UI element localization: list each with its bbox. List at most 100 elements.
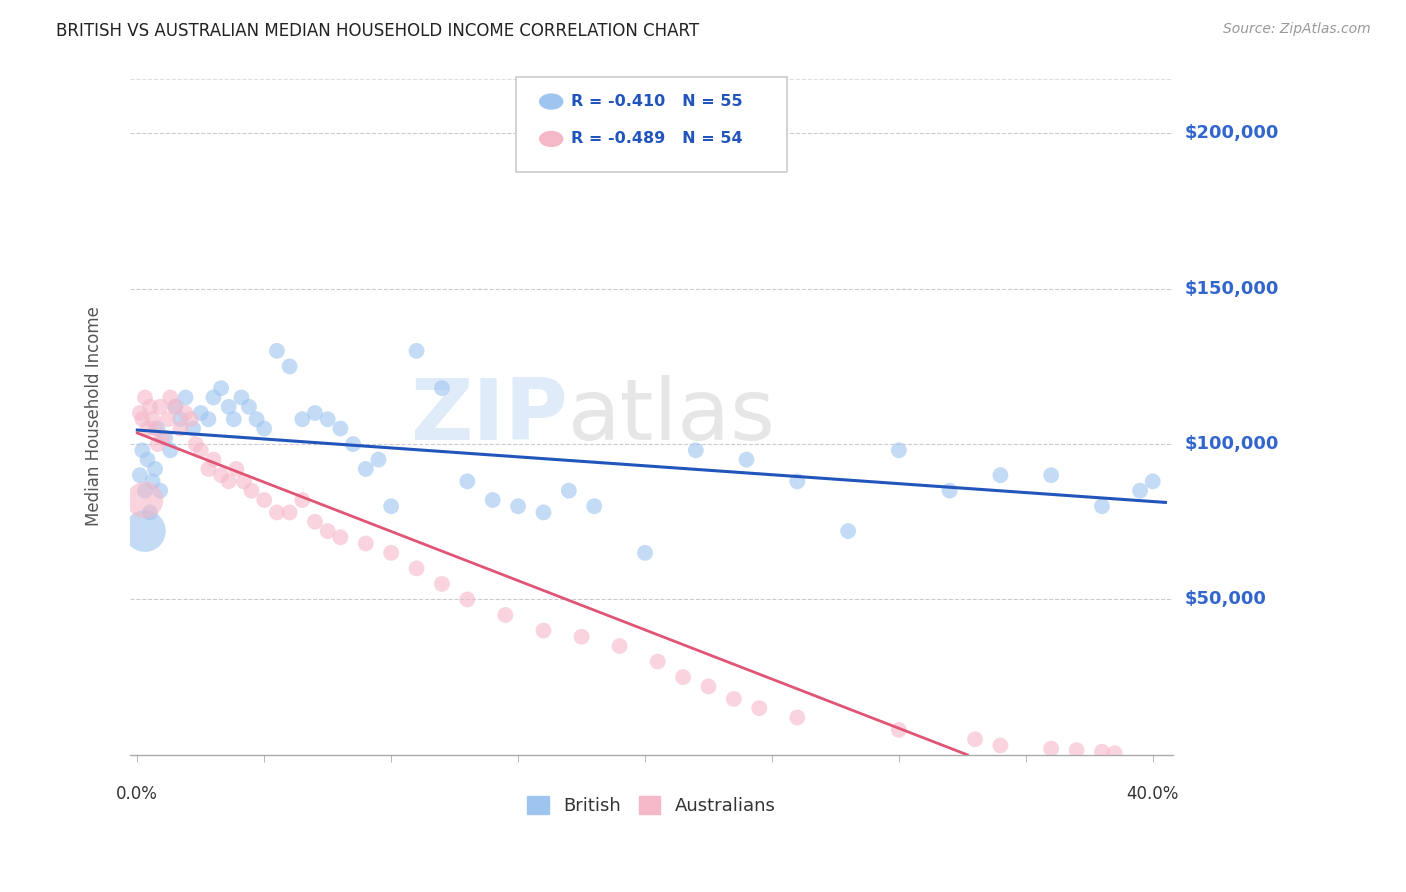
Point — [156, 412, 179, 426]
Text: $150,000: $150,000 — [1184, 280, 1278, 298]
Text: ZIP: ZIP — [411, 375, 568, 458]
Point — [136, 452, 159, 467]
Point — [131, 412, 153, 426]
Point — [329, 530, 352, 544]
Point — [253, 493, 276, 508]
Point — [647, 655, 669, 669]
Point — [316, 412, 339, 426]
Point — [169, 412, 191, 426]
Point — [786, 475, 808, 489]
Text: 40.0%: 40.0% — [1126, 785, 1178, 804]
Point — [304, 406, 326, 420]
Point — [342, 437, 364, 451]
Point — [232, 475, 254, 489]
Point — [136, 421, 159, 435]
Point — [990, 739, 1012, 753]
Point — [238, 400, 260, 414]
Point — [278, 359, 301, 374]
Point — [430, 381, 453, 395]
Point — [218, 475, 240, 489]
Point — [174, 391, 197, 405]
Point — [197, 412, 219, 426]
Point — [128, 406, 150, 420]
Point — [1091, 745, 1114, 759]
Point — [1091, 500, 1114, 514]
Point — [278, 505, 301, 519]
Point — [887, 723, 910, 737]
Point — [202, 391, 225, 405]
Point — [134, 524, 156, 538]
Point — [533, 624, 555, 638]
Point — [291, 493, 314, 508]
Point — [152, 431, 174, 445]
Point — [837, 524, 859, 538]
Point — [128, 468, 150, 483]
Circle shape — [540, 94, 562, 109]
Point — [329, 421, 352, 435]
Point — [184, 437, 207, 451]
Point — [155, 431, 177, 445]
Point — [938, 483, 960, 498]
Point — [1066, 743, 1088, 757]
Point — [149, 400, 172, 414]
Point — [149, 483, 172, 498]
Point — [159, 443, 181, 458]
Point — [169, 421, 191, 435]
Point — [1040, 741, 1063, 756]
Point — [304, 515, 326, 529]
Point — [887, 443, 910, 458]
Point — [139, 505, 162, 519]
Point — [190, 406, 212, 420]
Point — [380, 546, 402, 560]
Point — [202, 452, 225, 467]
Point — [723, 691, 745, 706]
Point — [1142, 475, 1164, 489]
Point — [558, 483, 581, 498]
Point — [634, 546, 657, 560]
Point — [367, 452, 389, 467]
Point — [266, 505, 288, 519]
Point — [143, 462, 166, 476]
Point — [583, 500, 606, 514]
Text: $200,000: $200,000 — [1184, 124, 1278, 143]
Point — [533, 505, 555, 519]
Point — [180, 412, 202, 426]
Point — [354, 462, 377, 476]
Text: $50,000: $50,000 — [1184, 591, 1265, 608]
Point — [165, 400, 187, 414]
Legend: British, Australians: British, Australians — [520, 789, 783, 822]
Point — [165, 400, 187, 414]
Text: BRITISH VS AUSTRALIAN MEDIAN HOUSEHOLD INCOME CORRELATION CHART: BRITISH VS AUSTRALIAN MEDIAN HOUSEHOLD I… — [56, 22, 699, 40]
Point — [1040, 468, 1063, 483]
Point — [240, 483, 263, 498]
Point — [571, 630, 593, 644]
Point — [253, 421, 276, 435]
Point — [990, 468, 1012, 483]
Point — [190, 443, 212, 458]
Point — [672, 670, 695, 684]
Point — [134, 493, 156, 508]
Point — [316, 524, 339, 538]
Point — [405, 343, 427, 358]
Point — [380, 500, 402, 514]
Point — [697, 680, 720, 694]
Point — [506, 500, 529, 514]
Text: $100,000: $100,000 — [1184, 435, 1278, 453]
Point — [131, 443, 153, 458]
Point — [134, 391, 156, 405]
Point — [231, 391, 253, 405]
Text: R = -0.410   N = 55: R = -0.410 N = 55 — [571, 94, 742, 109]
Point — [141, 412, 163, 426]
Point — [246, 412, 269, 426]
Point — [134, 483, 156, 498]
Text: Source: ZipAtlas.com: Source: ZipAtlas.com — [1223, 22, 1371, 37]
Point — [685, 443, 707, 458]
FancyBboxPatch shape — [516, 78, 787, 172]
Point — [963, 732, 986, 747]
Point — [141, 475, 163, 489]
Point — [209, 381, 232, 395]
Point — [146, 421, 169, 435]
Y-axis label: Median Household Income: Median Household Income — [86, 306, 103, 526]
Point — [209, 468, 232, 483]
Point — [354, 536, 377, 550]
